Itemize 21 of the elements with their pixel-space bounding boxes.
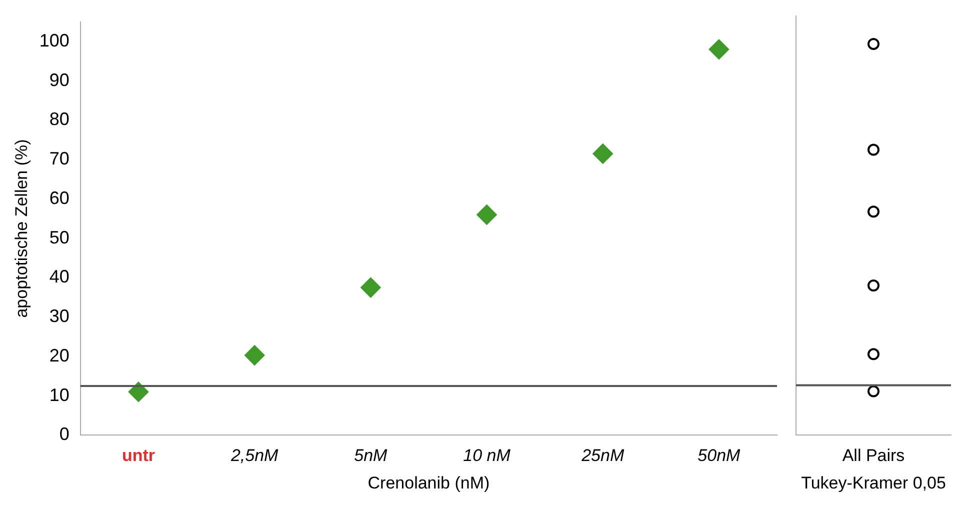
x-tick-label: All Pairs: [842, 446, 905, 466]
y-tick-label: 90: [49, 70, 70, 90]
y-tick-label: 40: [49, 266, 70, 287]
x-tick-label: 5nM: [354, 446, 388, 466]
y-tick-label: 70: [49, 148, 70, 169]
y-tick-label: 50: [49, 227, 70, 248]
y-tick-label: 0: [59, 424, 70, 444]
y-tick-label: 20: [49, 345, 70, 366]
y-axis-title: apoptotische Zellen (%): [12, 139, 31, 318]
y-tick-label: 30: [49, 306, 70, 326]
x-tick-label: untr: [122, 446, 156, 466]
y-tick-label: 60: [49, 188, 70, 208]
y-tick-label: 100: [39, 30, 70, 50]
x-tick-label: 10 nM: [463, 446, 512, 466]
y-tick-label: 80: [49, 109, 70, 130]
y-tick-label: 10: [49, 384, 70, 405]
x-tick-label: 2,5nM: [230, 446, 280, 466]
x-tick-label: 50nM: [698, 446, 742, 466]
x-tick-label: 25nM: [580, 446, 625, 466]
x-axis-title: Crenolanib (nM): [368, 473, 490, 492]
x-axis-title: Tukey-Kramer 0,05: [801, 473, 946, 492]
